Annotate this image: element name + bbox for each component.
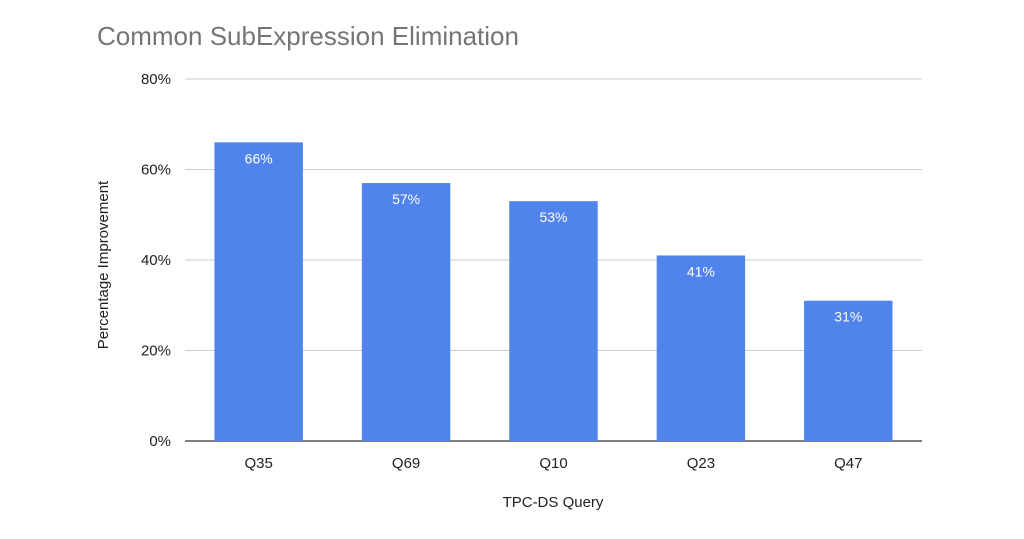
y-axis-ticks: 0% 20% 40% 60% 80%	[141, 71, 171, 450]
y-tick-label: 60%	[141, 162, 171, 179]
data-label: 41%	[687, 263, 715, 279]
x-axis-title: TPC-DS Query	[503, 494, 604, 511]
y-tick-label: 0%	[149, 433, 171, 450]
y-tick-label: 40%	[141, 252, 171, 269]
y-tick-label: 80%	[141, 71, 171, 88]
data-label: 57%	[392, 191, 420, 207]
bars	[214, 142, 893, 441]
data-label: 66%	[245, 150, 273, 166]
chart-title: Common SubExpression Elimination	[97, 21, 519, 51]
y-tick-label: 20%	[141, 343, 171, 360]
x-tick-label: Q35	[245, 455, 273, 472]
y-axis-title: Percentage Improvement	[95, 180, 112, 349]
bar-q35	[214, 142, 303, 441]
bar-q69	[361, 183, 451, 441]
x-tick-label: Q23	[687, 455, 715, 472]
bar-q23	[656, 255, 746, 441]
x-tick-label: Q69	[392, 455, 420, 472]
x-tick-label: Q47	[834, 455, 862, 472]
x-axis-ticks: Q35 Q69 Q10 Q23 Q47	[245, 455, 863, 472]
data-label: 31%	[834, 309, 862, 325]
data-labels: 66% 57% 53% 41% 31%	[245, 150, 863, 324]
bar-q47	[804, 300, 893, 441]
x-tick-label: Q10	[539, 455, 567, 472]
data-label: 53%	[539, 209, 567, 225]
bar-q10	[509, 201, 598, 441]
